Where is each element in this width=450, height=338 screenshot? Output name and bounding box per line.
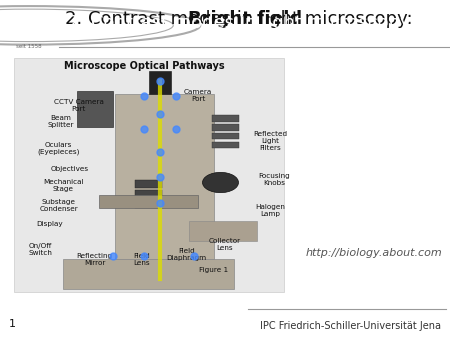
FancyBboxPatch shape [99,195,198,208]
FancyBboxPatch shape [135,180,162,188]
Text: 1: 1 [9,319,16,330]
Text: Camera
Port: Camera Port [184,89,212,101]
Text: Reflected
Light
Filters: Reflected Light Filters [253,131,287,151]
Text: Mechanical
Stage: Mechanical Stage [43,178,83,192]
Text: Microscope Optical Pathways: Microscope Optical Pathways [64,61,224,71]
Circle shape [202,172,238,193]
Text: Bright field: Bright field [188,10,302,28]
Text: Beam
Splitter: Beam Splitter [48,115,74,128]
Text: seit 1558: seit 1558 [17,44,42,49]
Text: Display: Display [36,221,63,227]
FancyBboxPatch shape [189,220,256,241]
Text: Field
Diaphragm: Field Diaphragm [166,248,207,261]
FancyBboxPatch shape [115,94,214,259]
FancyBboxPatch shape [212,133,239,140]
Text: Oculars
(Eyepieces): Oculars (Eyepieces) [37,142,80,155]
Text: IPC Friedrich-Schiller-Universität Jena: IPC Friedrich-Schiller-Universität Jena [261,321,441,331]
Text: Halogen
Lamp: Halogen Lamp [255,204,285,217]
FancyBboxPatch shape [135,190,162,198]
Text: 2. Contrast modes in light microscopy:: 2. Contrast modes in light microscopy: [65,10,418,28]
FancyBboxPatch shape [14,58,284,291]
Text: Figure 1: Figure 1 [199,267,228,273]
Text: Field
Lens: Field Lens [133,254,150,266]
FancyBboxPatch shape [212,142,239,148]
Text: Objectives: Objectives [51,166,89,172]
Text: Collector
Lens: Collector Lens [209,238,241,251]
FancyBboxPatch shape [135,200,162,208]
Text: CCTV Camera
Port: CCTV Camera Port [54,99,104,112]
Text: 2. Contrast modes in light microscopy: Bright field: 2. Contrast modes in light microscopy: B… [68,14,450,32]
Text: On/Off
Switch: On/Off Switch [28,243,53,256]
Text: Substage
Condenser: Substage Condenser [39,199,78,212]
FancyBboxPatch shape [148,71,171,94]
Text: http://biology.about.com: http://biology.about.com [305,248,442,259]
FancyBboxPatch shape [212,124,239,130]
Text: Focusing
Knobs: Focusing Knobs [259,173,290,187]
FancyBboxPatch shape [76,91,112,127]
FancyBboxPatch shape [63,259,234,289]
Text: Reflecting
Mirror: Reflecting Mirror [76,254,112,266]
FancyBboxPatch shape [212,115,239,122]
